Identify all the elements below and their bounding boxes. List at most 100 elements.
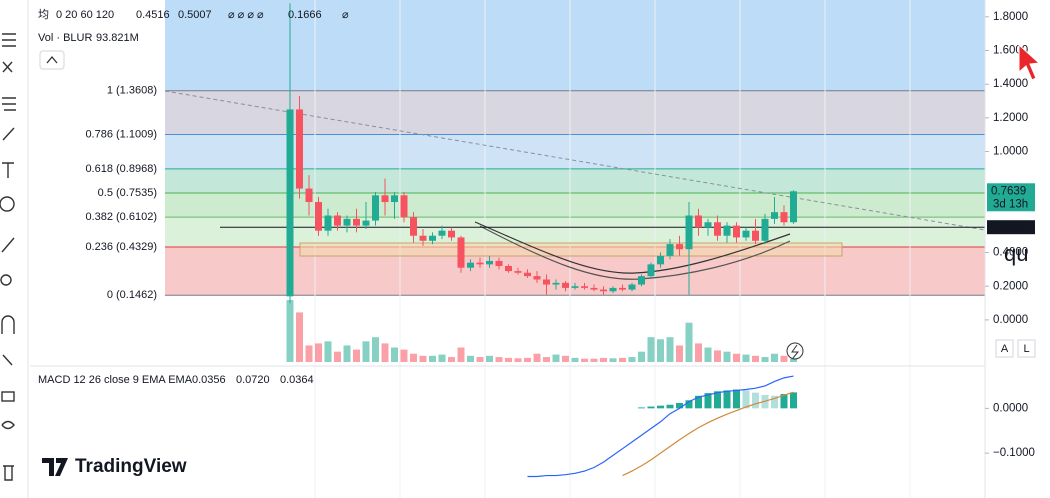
fib-zone: [165, 193, 985, 218]
auto-label[interactable]: A: [1001, 343, 1009, 355]
fib-label: 0.786 (1.1009): [85, 128, 157, 140]
candle-body: [315, 202, 322, 231]
candle-body: [514, 271, 522, 273]
candle-body: [324, 215, 332, 231]
log-button[interactable]: [1017, 339, 1036, 358]
macd-value: 0.0720: [236, 374, 270, 386]
icon-magnet[interactable]: [1, 315, 15, 334]
volume-bar: [457, 347, 465, 362]
candle-body: [400, 195, 408, 218]
candle-body: [381, 195, 389, 203]
ma-icon: 均: [38, 8, 49, 21]
volume-bar: [752, 355, 759, 362]
ma-value: 0.5007: [178, 9, 212, 21]
volume-bar: [486, 355, 493, 362]
candle-body: [742, 230, 750, 238]
macd-histogram: [638, 407, 645, 409]
candle-body: [723, 225, 731, 236]
candle-body: [581, 286, 588, 288]
candle-body: [391, 195, 398, 203]
candle-body: [362, 220, 370, 226]
macd-histogram: [752, 392, 759, 409]
macd-histogram: [742, 390, 750, 409]
collapse-icon: [46, 55, 58, 64]
icon-emoji[interactable]: [0, 196, 15, 212]
candle-body: [780, 212, 788, 223]
icon-lines[interactable]: [2, 33, 16, 47]
macd-histogram: [704, 393, 712, 409]
volume-bar: [505, 357, 512, 362]
auto-button[interactable]: [995, 339, 1014, 358]
fib-label: 0.618 (0.8968): [85, 163, 157, 175]
icon-trash[interactable]: [3, 465, 14, 481]
plot: [220, 3, 985, 478]
price-axis: [985, 0, 1050, 498]
candle-body: [571, 286, 579, 288]
volume-bar: [761, 357, 769, 362]
cursor: [1018, 43, 1041, 81]
volume-bar: [543, 357, 550, 362]
icon-lock[interactable]: [1, 391, 15, 402]
candle-body: [638, 276, 645, 285]
macd-histogram: [771, 395, 778, 409]
macd-histogram: [695, 395, 702, 409]
candle-body: [600, 289, 607, 292]
volume-bar: [562, 355, 569, 362]
y-tick-label: 1.0000: [993, 146, 1028, 158]
icon-eye[interactable]: [1, 420, 15, 430]
icon-lock-draw[interactable]: [2, 354, 13, 366]
macd-histogram: [714, 391, 721, 409]
alert-icon[interactable]: [786, 342, 804, 360]
volume-bar: [676, 345, 683, 362]
volume-bar: [381, 343, 389, 362]
ma-periods: 0 20 60 120: [56, 9, 114, 21]
y-tick-label: 0.0000: [993, 314, 1028, 326]
icon-ruler[interactable]: [1, 237, 15, 253]
icon-cross[interactable]: [2, 61, 13, 73]
candle-body: [685, 215, 693, 250]
volume-bar: [362, 341, 370, 362]
overlay-text: qu: [1004, 241, 1028, 266]
candle-body: [676, 244, 683, 250]
icon-zoom[interactable]: [0, 274, 12, 286]
candle-body: [619, 287, 626, 290]
candle-body: [448, 230, 455, 238]
volume-bar: [742, 354, 750, 362]
icon-fib[interactable]: [2, 97, 16, 111]
fib-label: 0.5 (0.7535): [98, 187, 157, 199]
volume-bar: [790, 358, 797, 362]
y-tick-label: 1.8000: [993, 11, 1028, 23]
volume-bar: [400, 349, 408, 362]
volume-bar: [391, 347, 398, 362]
icon-text[interactable]: [2, 162, 14, 178]
candle-body: [505, 266, 512, 272]
volume-bar: [714, 350, 721, 362]
candle-body: [562, 282, 569, 288]
moving-average: [474, 221, 791, 274]
volume-label: Vol · BLUR: [38, 32, 92, 44]
candle-body: [286, 109, 294, 297]
volume-bar: [780, 355, 788, 362]
candle-body: [647, 264, 655, 277]
icon-brush[interactable]: [2, 127, 15, 141]
collapse-button[interactable]: [39, 50, 65, 70]
volume-bar: [476, 357, 484, 362]
volume-bar: [324, 341, 332, 362]
toolbar-icons: [0, 33, 16, 481]
log-label[interactable]: L: [1023, 343, 1029, 355]
candle-body: [666, 244, 674, 256]
y-tick-label: 1.4000: [993, 78, 1028, 90]
volume-bar: [733, 353, 740, 362]
volume-bar: [533, 353, 541, 362]
candle-body: [467, 262, 474, 268]
volume-bar: [628, 357, 636, 362]
volume-bar: [495, 357, 503, 362]
candle-body: [476, 262, 484, 265]
candle-body: [495, 260, 503, 267]
macd-histogram: [780, 394, 788, 409]
logo-text: TradingView: [75, 456, 187, 477]
macd-histogram: [666, 404, 674, 409]
volume-bar: [429, 355, 436, 362]
volume-bar: [609, 358, 617, 362]
support-box: [299, 242, 843, 257]
